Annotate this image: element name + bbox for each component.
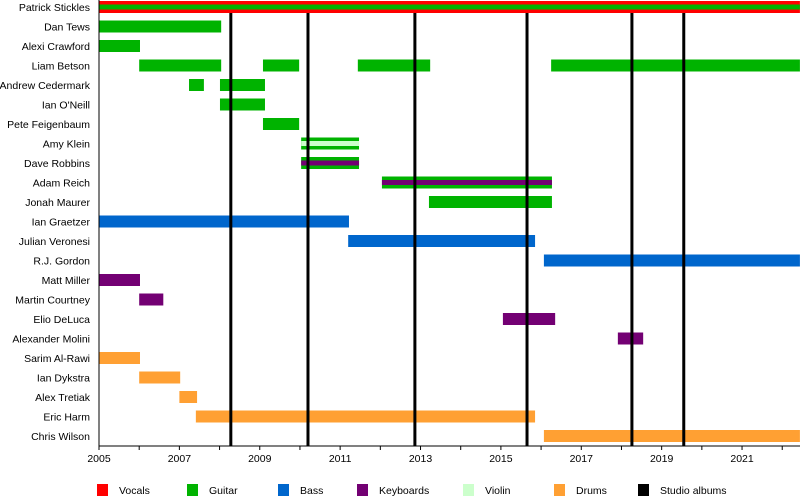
x-tick-label: 2015 <box>489 453 513 465</box>
member-bar-guitar <box>262 59 300 72</box>
member-label: Alex Tretiak <box>35 392 91 404</box>
member-bar-keyboards <box>301 160 360 166</box>
legend-swatch <box>357 484 368 496</box>
member-label: Chris Wilson <box>31 431 90 443</box>
member-bar-guitar <box>428 196 552 208</box>
member-bar-guitar <box>189 79 204 91</box>
member-label: Jonah Maurer <box>25 197 90 209</box>
legend-label: Violin <box>485 485 511 497</box>
x-tick-label: 2011 <box>329 453 352 465</box>
member-label: R.J. Gordon <box>33 256 90 268</box>
x-tick-label: 2007 <box>168 453 192 465</box>
member-label: Adam Reich <box>33 178 90 190</box>
legend-label: Drums <box>576 485 607 497</box>
member-bar-bass <box>99 215 349 228</box>
member-label: Sarim Al-Rawi <box>24 353 90 365</box>
x-tick-label: 2017 <box>570 453 594 465</box>
member-bar-drums <box>179 391 198 403</box>
member-bar-bass <box>543 254 800 267</box>
member-label: Eric Harm <box>43 412 90 424</box>
member-label: Liam Betson <box>32 61 91 73</box>
member-bar-guitar <box>99 40 140 52</box>
x-tick-label: 2019 <box>650 453 674 465</box>
legend-swatch <box>278 484 289 496</box>
legend-swatch <box>187 484 198 496</box>
member-bar-keyboards <box>502 313 556 325</box>
member-bar-drums <box>543 430 800 442</box>
member-bar-keyboards <box>381 180 552 185</box>
legend-label: Keyboards <box>379 485 429 497</box>
member-label: Alexander Molini <box>12 334 90 346</box>
legend-label: Vocals <box>119 485 150 497</box>
member-bar-drums <box>139 371 181 384</box>
member-bar-guitar <box>99 4 800 10</box>
member-label: Pete Feigenbaum <box>7 119 90 131</box>
member-label: Ian O'Neill <box>42 100 90 112</box>
member-label: Ian Dykstra <box>37 373 90 385</box>
x-tick-label: 2021 <box>730 453 754 465</box>
member-bar-guitar <box>262 118 300 130</box>
member-label: Dan Tews <box>44 22 90 34</box>
member-bar-keyboards <box>139 293 164 306</box>
member-bar-drums <box>195 410 536 423</box>
member-bar-violin <box>301 141 360 146</box>
x-tick-label: 2005 <box>87 453 111 465</box>
legend-swatch <box>463 484 474 496</box>
member-bar-guitar <box>99 20 222 33</box>
member-label: Matt Miller <box>42 275 91 287</box>
member-label: Alexi Crawford <box>22 41 90 53</box>
legend-swatch <box>554 484 565 496</box>
member-label: Elio DeLuca <box>33 314 90 326</box>
member-bar-guitar <box>357 59 431 72</box>
member-bar-keyboards <box>99 274 140 286</box>
legend-swatch <box>638 484 649 496</box>
member-bar-guitar <box>551 59 800 72</box>
x-tick-label: 2009 <box>248 453 272 465</box>
member-bar-bass <box>348 235 536 247</box>
member-label: Amy Klein <box>43 139 90 151</box>
member-label: Ian Graetzer <box>32 217 91 229</box>
member-bar-guitar <box>139 59 222 72</box>
member-label: Martin Courtney <box>15 295 90 307</box>
x-tick-label: 2013 <box>409 453 433 465</box>
legend-label: Studio albums <box>660 485 727 497</box>
member-label: Patrick Stickles <box>19 2 90 14</box>
member-label: Julian Veronesi <box>19 236 90 248</box>
member-bar-guitar <box>219 98 265 111</box>
member-label: Dave Robbins <box>24 158 90 170</box>
member-label: Andrew Cedermark <box>0 80 91 92</box>
legend-label: Bass <box>300 485 323 497</box>
member-bar-drums <box>99 352 140 364</box>
member-bar-guitar <box>219 79 265 91</box>
legend-swatch <box>97 484 108 496</box>
legend-label: Guitar <box>209 485 238 497</box>
